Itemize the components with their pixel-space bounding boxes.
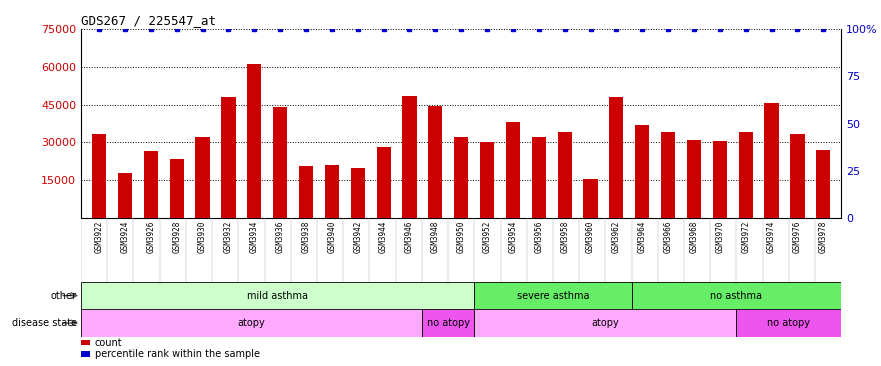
Text: atopy: atopy xyxy=(591,318,619,328)
Bar xyxy=(196,137,210,218)
Bar xyxy=(299,166,313,218)
Bar xyxy=(790,134,804,218)
Bar xyxy=(428,106,442,218)
Bar xyxy=(454,137,469,218)
Bar xyxy=(273,107,287,218)
Text: disease state: disease state xyxy=(11,318,77,328)
Bar xyxy=(81,351,90,357)
Bar xyxy=(632,282,841,309)
Bar xyxy=(81,282,474,309)
Bar xyxy=(403,96,417,218)
Bar xyxy=(583,179,597,218)
Bar xyxy=(118,172,132,218)
Text: GDS267 / 225547_at: GDS267 / 225547_at xyxy=(81,14,216,27)
Bar xyxy=(248,64,262,218)
Bar xyxy=(422,309,474,337)
Bar xyxy=(661,132,675,218)
Bar xyxy=(765,104,779,218)
Bar xyxy=(531,137,546,218)
Bar xyxy=(351,168,365,218)
Bar xyxy=(737,309,841,337)
Bar xyxy=(81,340,90,345)
Text: mild asthma: mild asthma xyxy=(248,291,308,300)
Bar xyxy=(221,97,235,218)
Text: no asthma: no asthma xyxy=(710,291,762,300)
Text: no atopy: no atopy xyxy=(426,318,470,328)
Text: severe asthma: severe asthma xyxy=(517,291,589,300)
Bar xyxy=(558,132,572,218)
Bar xyxy=(635,125,649,218)
Bar xyxy=(713,141,727,218)
Bar xyxy=(610,97,624,218)
Bar xyxy=(81,309,422,337)
Bar xyxy=(474,282,632,309)
Bar xyxy=(170,159,184,218)
Bar xyxy=(506,122,520,218)
Text: no atopy: no atopy xyxy=(767,318,811,328)
Bar xyxy=(474,309,737,337)
Bar xyxy=(480,142,494,218)
Text: atopy: atopy xyxy=(238,318,265,328)
Bar xyxy=(325,165,339,218)
Bar xyxy=(144,151,158,218)
Bar xyxy=(92,134,107,218)
Bar xyxy=(816,150,831,218)
Text: other: other xyxy=(50,291,77,300)
Text: percentile rank within the sample: percentile rank within the sample xyxy=(95,349,260,359)
Bar xyxy=(376,147,391,218)
Text: count: count xyxy=(95,337,122,348)
Bar xyxy=(687,140,701,218)
Bar xyxy=(738,132,752,218)
